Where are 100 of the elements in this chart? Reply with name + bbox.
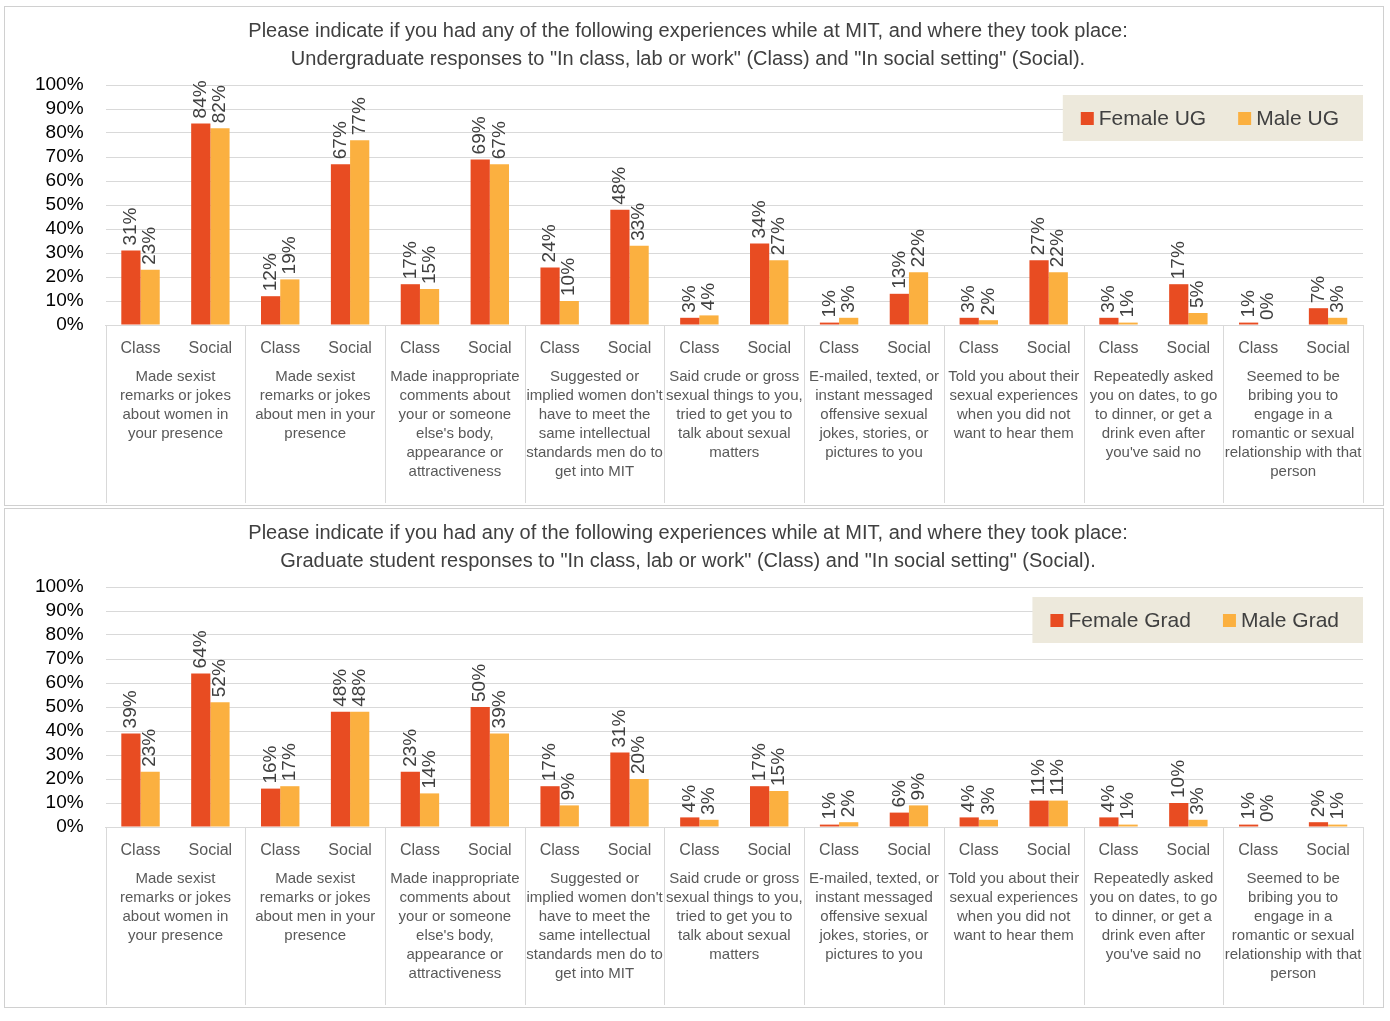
bar bbox=[280, 279, 300, 325]
bar bbox=[191, 673, 211, 827]
bar bbox=[1188, 313, 1208, 325]
bar bbox=[280, 786, 300, 827]
y-tick-label: 80% bbox=[45, 623, 84, 645]
data-label: 7% bbox=[1306, 275, 1328, 304]
x-tick-label: Class bbox=[1238, 339, 1279, 357]
data-label: 14% bbox=[417, 750, 439, 789]
bar bbox=[699, 819, 719, 827]
data-label: 3% bbox=[976, 787, 998, 815]
y-tick-label: 50% bbox=[45, 193, 84, 215]
data-label: 23% bbox=[138, 226, 160, 265]
chart-title: Please indicate if you had any of the following experiences while at MIT, and where they took place: bbox=[248, 520, 1128, 543]
data-label: 10% bbox=[1166, 759, 1188, 798]
y-tick-label: 40% bbox=[45, 217, 84, 239]
bar bbox=[489, 733, 510, 827]
text: Made inappropriate comments about your or someone else's body, appearance or attractiveness bbox=[390, 366, 520, 479]
chart-subtitle: Graduate student responses to "In class, lab or work" (Class) and "In social setting" (Social). bbox=[280, 548, 1096, 571]
data-label: 12% bbox=[258, 253, 280, 292]
data-label: 23% bbox=[138, 728, 160, 767]
data-label: 27% bbox=[767, 217, 789, 256]
bar bbox=[400, 771, 420, 827]
data-label: 77% bbox=[347, 97, 369, 136]
data-label: 0% bbox=[1256, 292, 1278, 320]
bar bbox=[978, 320, 998, 325]
x-tick-label: Class bbox=[1098, 339, 1139, 357]
bar bbox=[908, 805, 929, 827]
x-tick-label: Social bbox=[1306, 339, 1350, 357]
bar bbox=[489, 164, 510, 325]
bar bbox=[908, 272, 929, 325]
bar bbox=[140, 269, 160, 325]
bar bbox=[1099, 817, 1119, 827]
x-tick-label: Social bbox=[1306, 841, 1350, 859]
data-label: 0% bbox=[1256, 794, 1278, 822]
x-tick-label: Class bbox=[120, 339, 161, 357]
data-label: 1% bbox=[1116, 792, 1138, 820]
bar bbox=[1169, 284, 1189, 325]
y-tick-label: 10% bbox=[45, 791, 84, 813]
x-tick-label: Class bbox=[819, 339, 860, 357]
data-label: 3% bbox=[1186, 787, 1208, 815]
bar bbox=[629, 245, 649, 325]
data-label: 1% bbox=[817, 290, 839, 318]
text: Told you about their sexual experiences when you did not want to hear them bbox=[948, 868, 1080, 943]
data-label: 50% bbox=[468, 663, 490, 702]
x-tick-label: Class bbox=[260, 339, 301, 357]
bar bbox=[959, 817, 979, 827]
data-label: 22% bbox=[1046, 229, 1068, 268]
y-tick-label: 10% bbox=[45, 289, 84, 311]
bar bbox=[559, 805, 579, 827]
bar bbox=[610, 209, 630, 325]
data-label: 4% bbox=[1097, 784, 1119, 813]
bar bbox=[959, 317, 979, 325]
data-label: 34% bbox=[747, 200, 769, 239]
text: Made inappropriate comments about your or someone else's body, appearance or attractiveness bbox=[390, 868, 520, 981]
x-tick-label: Social bbox=[1166, 841, 1211, 859]
text: E-mailed, texted, or instant messaged offensive sexual jokes, stories, or pictures to you bbox=[808, 366, 940, 460]
data-label: 16% bbox=[258, 745, 280, 784]
bar bbox=[330, 164, 351, 325]
y-tick-label: 40% bbox=[45, 719, 84, 741]
x-tick-label: Class bbox=[1098, 841, 1139, 859]
data-label: 48% bbox=[347, 668, 369, 707]
bar bbox=[1099, 317, 1119, 325]
text: Made sexist remarks or jokes about women in your presence bbox=[120, 366, 231, 441]
legend-label: Female UG bbox=[1098, 105, 1207, 129]
y-tick-label: 30% bbox=[45, 241, 84, 263]
x-tick-label: Social bbox=[607, 841, 652, 859]
x-tick-label: Social bbox=[1166, 339, 1211, 357]
x-tick-label: Class bbox=[120, 841, 161, 859]
y-tick-label: 90% bbox=[45, 97, 84, 119]
bar bbox=[610, 752, 630, 827]
bar bbox=[1308, 308, 1329, 325]
data-label: 48% bbox=[608, 166, 630, 205]
text: Said crude or gross sexual things to you, tried to get you to talk about sexual matters bbox=[665, 868, 803, 962]
data-label: 31% bbox=[608, 709, 630, 748]
data-label: 19% bbox=[278, 236, 300, 275]
data-label: 84% bbox=[189, 80, 211, 119]
bar bbox=[559, 301, 579, 325]
data-label: 52% bbox=[208, 659, 230, 698]
data-label: 17% bbox=[278, 743, 300, 782]
data-label: 48% bbox=[328, 668, 350, 707]
bar bbox=[330, 711, 351, 827]
x-tick-label: Social bbox=[188, 841, 233, 859]
data-label: 17% bbox=[538, 743, 560, 782]
legend-label: Female Grad bbox=[1068, 607, 1191, 631]
data-label: 3% bbox=[678, 285, 699, 313]
data-label: 15% bbox=[767, 747, 789, 786]
x-tick-label: Social bbox=[468, 841, 512, 859]
bar bbox=[261, 296, 281, 325]
bar bbox=[470, 159, 490, 325]
text: Repeatedly asked you on dates, to go to dinner, or get a drink even after you've said no bbox=[1089, 366, 1218, 460]
x-tick-label: Social bbox=[607, 339, 652, 357]
y-tick-label: 20% bbox=[45, 767, 84, 789]
y-tick-label: 70% bbox=[45, 647, 84, 669]
y-tick-label: 50% bbox=[45, 695, 84, 717]
bar bbox=[978, 819, 998, 827]
text: Made sexist remarks or jokes about women in your presence bbox=[120, 868, 231, 943]
data-label: 2% bbox=[836, 789, 858, 818]
bar bbox=[699, 315, 719, 325]
bar bbox=[419, 289, 440, 325]
data-label: 67% bbox=[328, 121, 350, 160]
